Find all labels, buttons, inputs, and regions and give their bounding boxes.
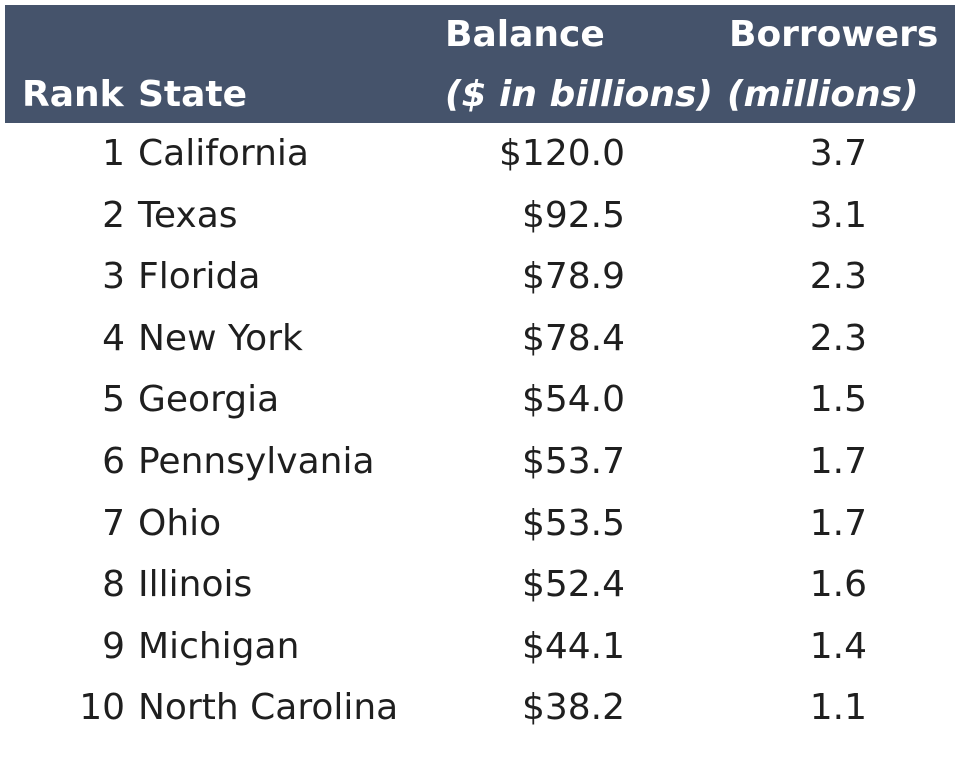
balance-cell: $92.5 (521, 194, 625, 236)
borrowers-cell: 1.4 (809, 625, 867, 667)
header-state: State (138, 74, 248, 115)
state-cell: Michigan (138, 625, 300, 667)
state-table: Rank State Balance ($ in billions) Borro… (5, 5, 955, 739)
table-row: 5 Georgia $54.0 1.5 (5, 369, 955, 431)
table-body: 1 California $120.0 3.7 2 Texas $92.5 3.1 3 Flori… (5, 123, 955, 739)
rank-cell: 9 (102, 625, 125, 667)
balance-cell: $78.9 (521, 256, 625, 298)
balance-cell: $54.0 (521, 379, 625, 421)
balance-cell: $52.4 (521, 564, 625, 606)
header-balance-unit: ($ in billions) (445, 74, 713, 115)
balance-cell: $53.7 (521, 440, 625, 482)
rank-cell: 3 (102, 256, 125, 298)
table-row: 2 Texas $92.5 3.1 (5, 185, 955, 247)
state-cell: New York (138, 317, 303, 359)
rank-cell: 2 (102, 194, 125, 236)
rank-cell: 10 (79, 687, 125, 729)
rank-cell: 1 (102, 133, 125, 174)
state-cell: Pennsylvania (138, 440, 375, 482)
state-cell: Florida (138, 256, 261, 298)
table-row: 10 North Carolina $38.2 1.1 (5, 677, 955, 739)
balance-cell: $120.0 (499, 133, 625, 174)
state-cell: Georgia (138, 379, 280, 421)
header-borrowers-unit: (millions) (727, 74, 919, 115)
table-header: Rank State Balance ($ in billions) Borro… (5, 5, 955, 123)
borrowers-cell: 1.7 (809, 440, 867, 482)
rank-cell: 6 (102, 440, 125, 482)
table-row: 9 Michigan $44.1 1.4 (5, 616, 955, 678)
borrowers-cell: 1.7 (809, 502, 867, 544)
borrowers-cell: 1.6 (809, 564, 867, 606)
borrowers-cell: 1.5 (809, 379, 867, 421)
borrowers-cell: 2.3 (809, 256, 867, 298)
table-row: 8 Illinois $52.4 1.6 (5, 554, 955, 616)
balance-cell: $78.4 (521, 317, 625, 359)
header-rank: Rank (22, 74, 124, 115)
borrowers-cell: 3.1 (809, 194, 867, 236)
table-row: 6 Pennsylvania $53.7 1.7 (5, 431, 955, 493)
table-row: 7 Ohio $53.5 1.7 (5, 493, 955, 555)
state-cell: Texas (138, 194, 238, 236)
state-cell: California (138, 133, 309, 174)
state-cell: Ohio (138, 502, 222, 544)
rank-cell: 4 (102, 317, 125, 359)
borrowers-cell: 3.7 (809, 133, 867, 174)
table-row: 1 California $120.0 3.7 (5, 123, 955, 185)
header-balance-title: Balance (445, 14, 605, 55)
rank-cell: 7 (102, 502, 125, 544)
balance-cell: $44.1 (521, 625, 625, 667)
table-row: 4 New York $78.4 2.3 (5, 308, 955, 370)
balance-cell: $38.2 (521, 687, 625, 729)
state-cell: North Carolina (138, 687, 399, 729)
balance-cell: $53.5 (521, 502, 625, 544)
table-row: 3 Florida $78.9 2.3 (5, 246, 955, 308)
rank-cell: 5 (102, 379, 125, 421)
header-borrowers-title: Borrowers (729, 14, 939, 55)
borrowers-cell: 2.3 (809, 317, 867, 359)
rank-cell: 8 (102, 564, 125, 606)
state-cell: Illinois (138, 564, 253, 606)
borrowers-cell: 1.1 (809, 687, 867, 729)
